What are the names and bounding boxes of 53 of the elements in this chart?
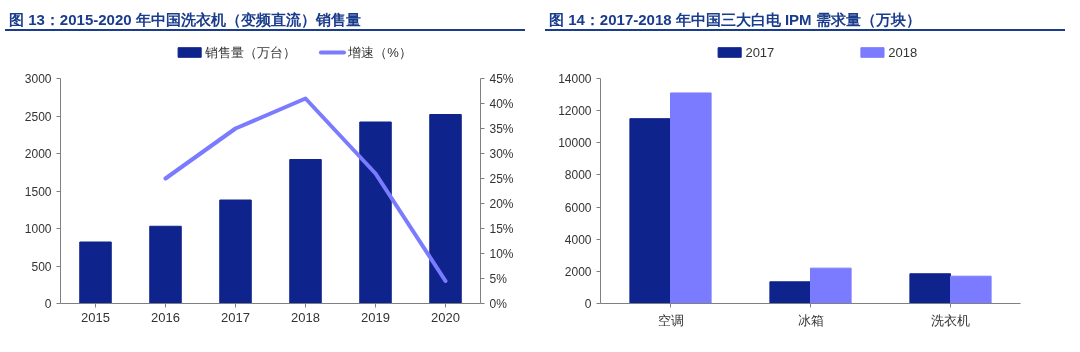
x-tick-label: 洗衣机: [931, 312, 970, 328]
x-tick-label: 2018: [291, 309, 320, 325]
y2-tick-label: 35%: [489, 121, 514, 136]
legend-label: 2018: [888, 45, 918, 60]
y2-tick-label: 20%: [489, 196, 514, 211]
y2-tick-label: 5%: [489, 271, 508, 286]
y-tick-label: 0: [44, 297, 52, 311]
x-tick-label: 2016: [151, 309, 180, 325]
y-tick-label: 12000: [558, 104, 592, 119]
bar: [909, 273, 951, 304]
bar: [950, 275, 992, 304]
y-tick-label: 10000: [558, 136, 592, 151]
chart-title: 图 13：2015-2020 年中国洗衣机（变频直流）销售量: [9, 10, 361, 30]
legend-label: 2017: [745, 45, 775, 60]
x-tick-label: 冰箱: [797, 312, 824, 328]
line-series: [163, 96, 448, 283]
y2-tick-label: 45%: [489, 71, 514, 86]
chart-title: 图 14：2017-2018 年中国三大白电 IPM 需求量（万块）: [549, 10, 921, 30]
legend-label: 销售量（万台）: [204, 45, 297, 60]
y2-tick-label: 40%: [489, 96, 514, 111]
bar: [149, 225, 182, 304]
y2-tick-label: 10%: [489, 246, 514, 261]
legend-label: 增速（%）: [347, 45, 412, 60]
x-tick-label: 2020: [431, 309, 460, 325]
bar: [79, 241, 112, 304]
y-tick-label: 2000: [24, 147, 52, 161]
bar: [810, 267, 852, 304]
y-tick-label: 2500: [24, 109, 52, 124]
y2-tick-label: 25%: [489, 171, 514, 186]
x-tick-label: 2019: [361, 309, 390, 325]
bar: [629, 118, 671, 304]
y-tick-label: 3000: [24, 72, 52, 86]
y-tick-label: 1500: [24, 184, 52, 199]
bar: [289, 159, 322, 304]
y-tick-label: 0: [584, 297, 592, 311]
x-tick-label: 2015: [81, 309, 110, 325]
y-tick-label: 2000: [564, 264, 592, 279]
y-tick-label: 4000: [564, 232, 592, 247]
y-tick-label: 14000: [558, 72, 592, 86]
y-tick-label: 6000: [564, 200, 592, 215]
bar: [670, 92, 712, 304]
bar: [769, 281, 811, 304]
y2-tick-label: 30%: [489, 146, 514, 161]
y-tick-label: 1000: [24, 222, 52, 236]
x-tick-label: 空调: [657, 312, 684, 328]
bar: [359, 121, 392, 304]
bar: [219, 199, 252, 304]
y-tick-label: 500: [31, 259, 52, 274]
y-tick-label: 8000: [564, 168, 592, 183]
x-tick-label: 2017: [221, 309, 250, 325]
y2-tick-label: 15%: [489, 221, 514, 236]
y2-tick-label: 0%: [489, 296, 508, 311]
bar: [429, 114, 462, 304]
